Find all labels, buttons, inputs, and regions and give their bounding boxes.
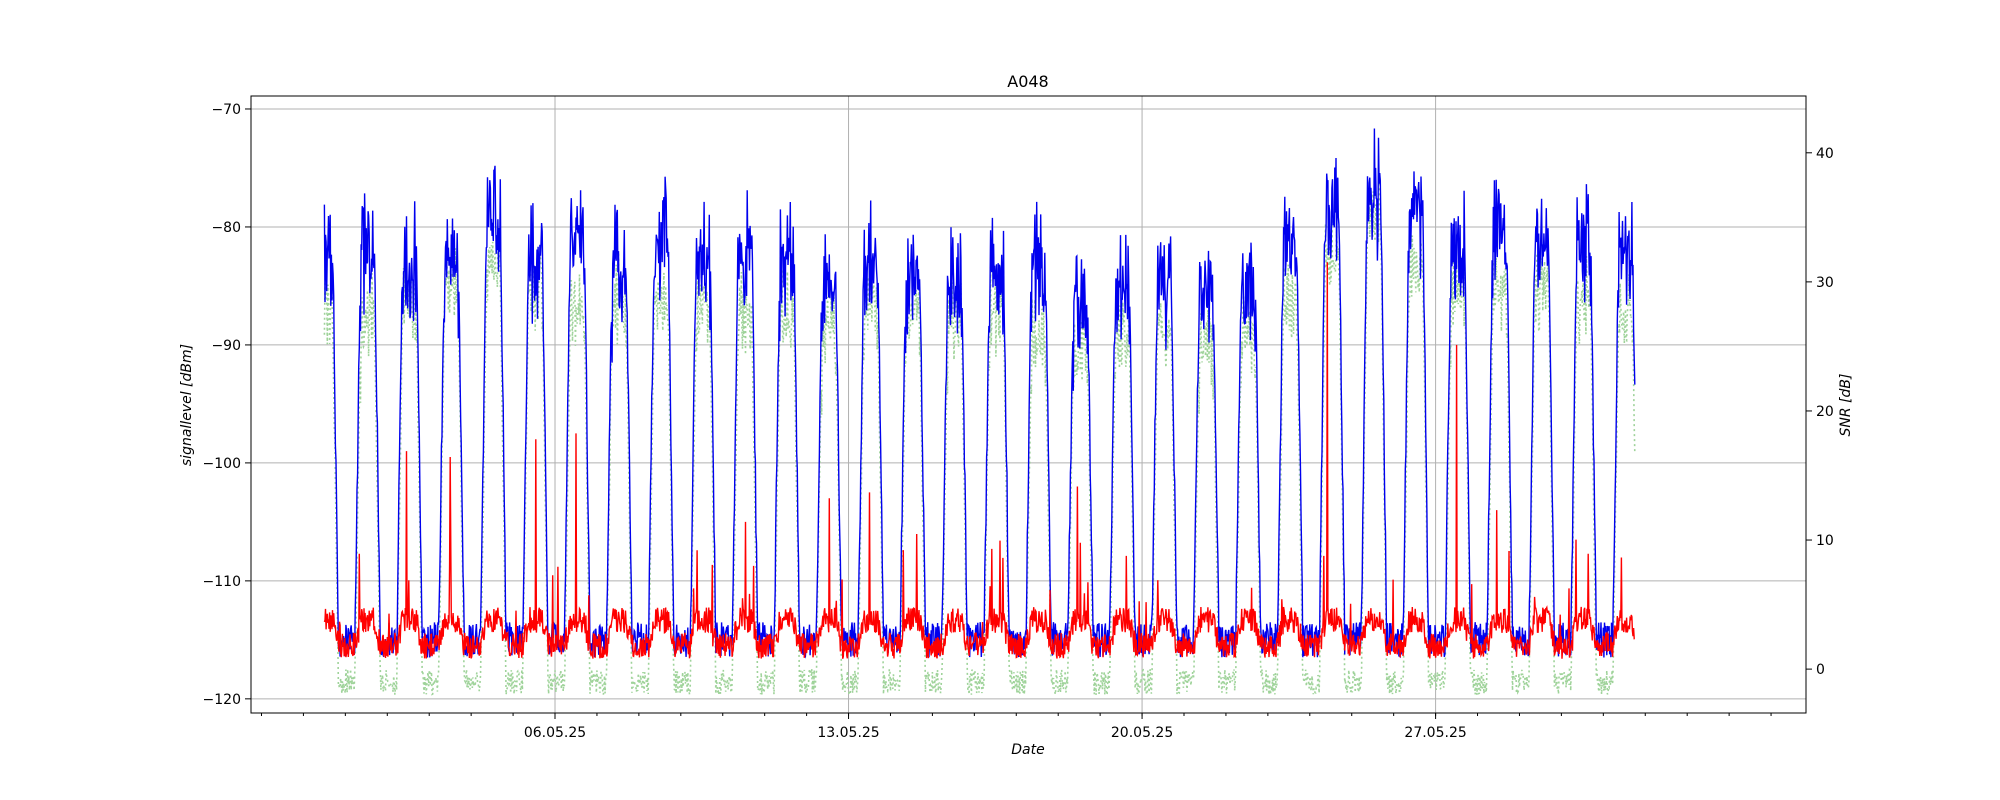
y-left-tick-label: −110 [203, 574, 241, 590]
y-axis-label-left: signallevel [dBm] [179, 344, 195, 466]
plot-layer [323, 128, 1636, 698]
chart-title: A048 [1007, 72, 1048, 91]
series-signal-line [323, 128, 1636, 659]
x-tick-label: 20.05.25 [1111, 725, 1173, 741]
y-left-tick-label: −100 [203, 456, 241, 472]
x-tick-label: 06.05.25 [524, 725, 586, 741]
axis-layer: 06.05.25 13.05.25 20.05.25 27.05.25 −70 −80 −9… [203, 102, 1834, 741]
x-tick-label: 13.05.25 [817, 725, 879, 741]
x-axis-label: Date [1011, 742, 1044, 758]
series-noise-line [323, 262, 1636, 659]
y-left-tick-label: −70 [211, 102, 241, 118]
y-left-tick-label: −80 [211, 220, 241, 236]
y-left-tick-label: −90 [211, 338, 241, 354]
y-right-tick-label: 20 [1816, 404, 1834, 420]
y-right-tick-label: 10 [1816, 533, 1834, 549]
y-axis-label-right: SNR [dB] [1838, 374, 1854, 437]
y-right-tick-label: 40 [1816, 146, 1834, 162]
plot-frame [250, 95, 1807, 714]
y-right-tick-label: 0 [1816, 662, 1825, 678]
series-snr-line [323, 171, 1636, 698]
y-right-tick-label: 30 [1816, 275, 1834, 291]
y-left-tick-label: −120 [203, 692, 241, 708]
grid-layer [251, 96, 1806, 713]
x-tick-label: 27.05.25 [1404, 725, 1466, 741]
